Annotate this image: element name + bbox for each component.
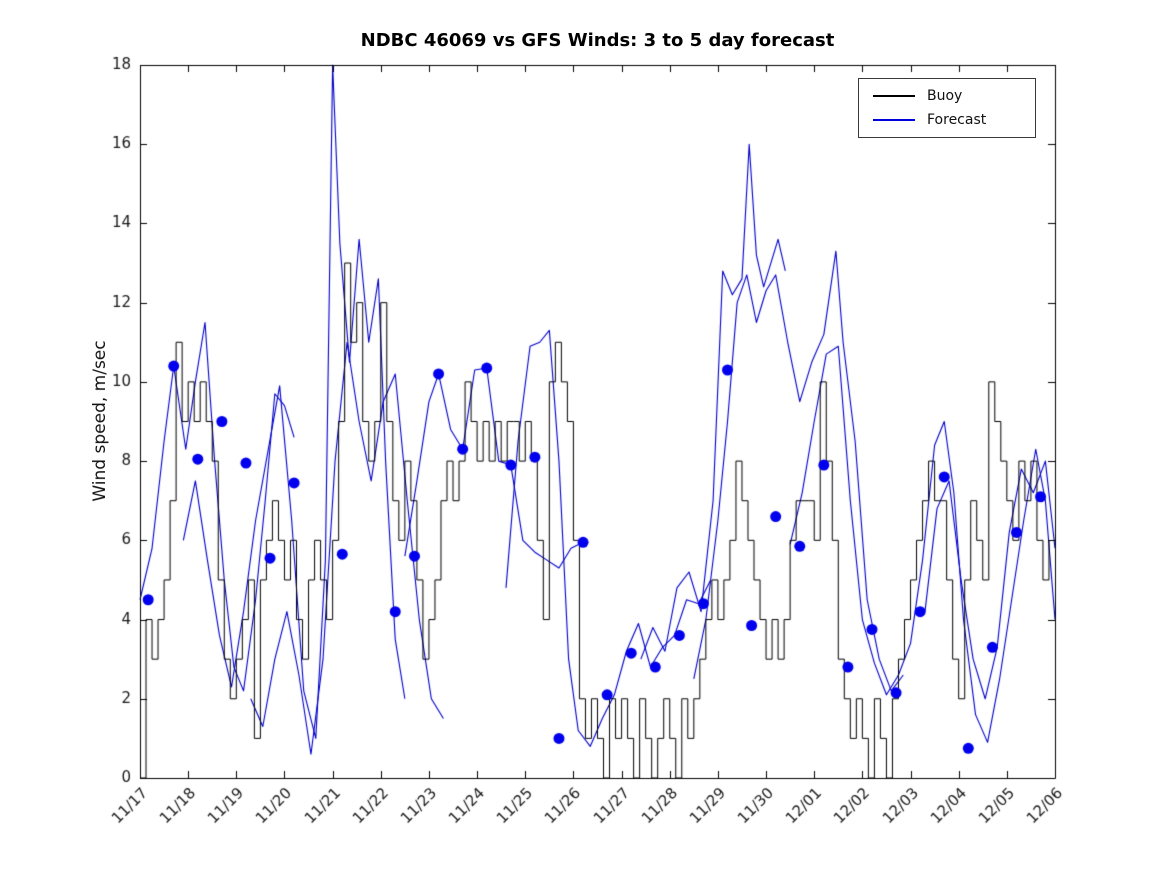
y-axis-label: Wind speed, m/sec bbox=[90, 340, 110, 502]
chart-title: NDBC 46069 vs GFS Winds: 3 to 5 day fore… bbox=[360, 30, 835, 51]
legend: Buoy Forecast bbox=[858, 78, 1036, 138]
legend-label-buoy: Buoy bbox=[927, 88, 963, 104]
forecast-line-sample bbox=[873, 119, 915, 121]
legend-item-buoy: Buoy bbox=[873, 88, 1023, 104]
legend-item-forecast: Forecast bbox=[873, 112, 1023, 128]
buoy-line-sample bbox=[873, 95, 915, 97]
legend-label-forecast: Forecast bbox=[927, 112, 987, 128]
